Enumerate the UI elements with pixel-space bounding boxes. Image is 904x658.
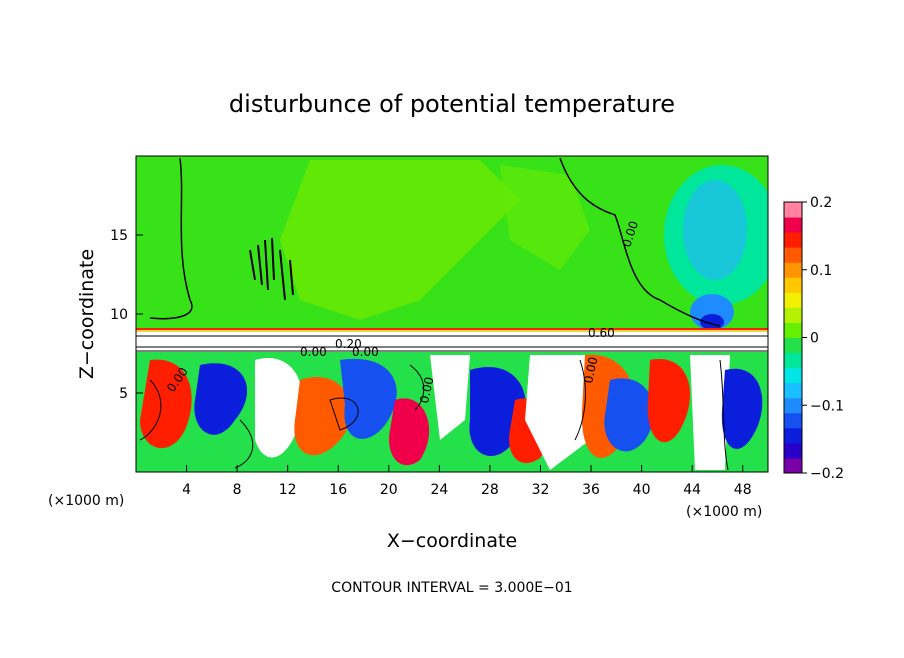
x-tick-label: 44 xyxy=(683,482,701,498)
colorbar-swatch xyxy=(784,322,802,338)
colorbar-swatch xyxy=(784,367,802,384)
white-blob xyxy=(525,355,590,470)
lower-contour xyxy=(139,359,729,471)
colorbar-tick-label: 0 xyxy=(810,331,819,347)
contour-label: 0.60 xyxy=(588,326,615,340)
contour-label: 0.00 xyxy=(417,376,436,405)
y-axis: 5 10 15 xyxy=(110,228,143,402)
x-tick-label: 48 xyxy=(734,482,752,498)
colorbar-swatch xyxy=(784,277,802,293)
colorbar-swatch xyxy=(784,262,802,278)
y-tick-label: 10 xyxy=(110,307,128,323)
x-axis: 4 8 12 16 20 24 28 32 36 40 44 48 xyxy=(182,465,752,498)
y-axis-title: Z−coordinate xyxy=(76,249,98,379)
colorbar-swatch xyxy=(784,397,802,414)
red-blob xyxy=(647,359,690,443)
white-blob xyxy=(690,355,730,470)
colorbar: 0.2 0.1 0 −0.1 −0.2 xyxy=(783,195,844,482)
colorbar-tick-label: 0.1 xyxy=(810,263,832,279)
x-tick-label: 40 xyxy=(633,482,651,498)
colorbar-swatch xyxy=(784,217,802,233)
y-tick-label: 5 xyxy=(119,386,128,402)
blue-blob xyxy=(340,358,397,439)
x-tick-label: 36 xyxy=(582,482,600,498)
upper-yellowgreen-patch xyxy=(280,160,520,320)
white-blob xyxy=(430,355,470,440)
contour-label: 0.00 xyxy=(300,345,327,359)
colorbar-tick-label: −0.2 xyxy=(810,466,844,482)
colorbar-tick-label: 0.2 xyxy=(810,195,832,211)
colorbar-swatch xyxy=(784,457,802,474)
x-tick-label: 20 xyxy=(380,482,398,498)
colorbar-swatch xyxy=(784,247,802,263)
contour-cluster xyxy=(249,237,294,301)
contour-label: 0.20 xyxy=(335,337,362,351)
colorbar-swatch xyxy=(784,352,802,369)
red-blob xyxy=(294,377,351,456)
red-blob xyxy=(140,359,192,449)
blue-blob xyxy=(194,363,248,435)
contour-interval-note: CONTOUR INTERVAL = 3.000E−01 xyxy=(331,580,572,596)
x-axis-title: X−coordinate xyxy=(387,530,517,552)
plot-area xyxy=(136,156,768,472)
colorbar-swatch xyxy=(784,202,802,218)
chart-title: disturbunce of potential temperature xyxy=(229,90,675,118)
colorbar-swatch xyxy=(784,307,802,323)
colorbar-swatch xyxy=(784,427,802,444)
x-tick-label: 24 xyxy=(430,482,448,498)
upper-cyan-patch xyxy=(683,180,747,280)
magenta-blob xyxy=(389,398,430,466)
y-tick-label: 15 xyxy=(110,228,128,244)
colorbar-swatch xyxy=(784,292,802,308)
x-tick-label: 4 xyxy=(182,482,191,498)
colorbar-swatch xyxy=(784,337,802,354)
x-unit-right: (×1000 m) xyxy=(686,504,762,520)
upper-yellowgreen-patch xyxy=(500,165,590,270)
x-tick-label: 32 xyxy=(532,482,550,498)
inversion-band xyxy=(136,328,768,352)
colorbar-swatch xyxy=(784,382,802,399)
blue-blob xyxy=(721,368,763,449)
colorbar-tick-label: −0.1 xyxy=(810,398,844,414)
blue-blob xyxy=(604,378,654,452)
colorbar-swatch xyxy=(784,412,802,429)
white-blob xyxy=(255,358,303,458)
x-tick-label: 28 xyxy=(481,482,499,498)
x-tick-label: 12 xyxy=(279,482,297,498)
zero-contour xyxy=(149,157,721,327)
contour-label: 0.00 xyxy=(581,356,600,385)
colorbar-swatch xyxy=(784,442,802,459)
x-unit-left: (×1000 m) xyxy=(48,493,124,509)
x-tick-label: 8 xyxy=(233,482,242,498)
colorbar-swatch xyxy=(784,232,802,248)
x-tick-label: 16 xyxy=(329,482,347,498)
contour-label: 0.00 xyxy=(352,345,379,359)
